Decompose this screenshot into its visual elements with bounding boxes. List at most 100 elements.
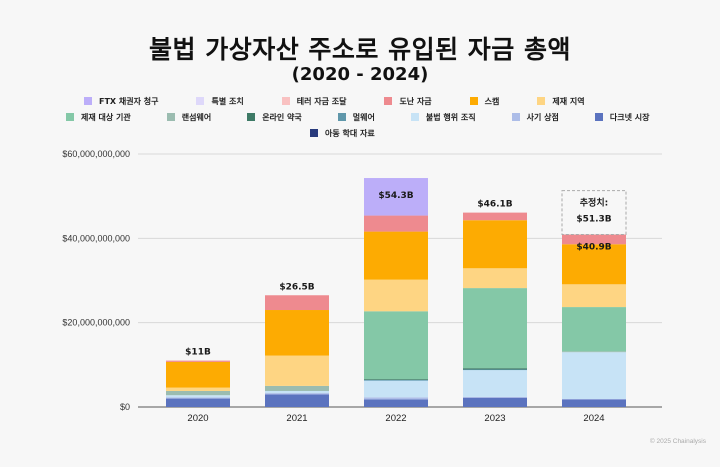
legend-item[interactable]: 온라인 약국 <box>247 110 302 124</box>
y-tick-label: $40,000,000,000 <box>62 233 130 243</box>
bar-segment <box>265 393 329 395</box>
legend-swatch <box>537 97 546 105</box>
bar-segment <box>364 231 428 280</box>
legend-swatch <box>84 97 92 105</box>
bar-segment <box>463 212 527 221</box>
legend-label: FTX 채권자 청구 <box>99 96 159 106</box>
legend-row: 아동 학대 자료 <box>310 126 375 140</box>
bar-segment <box>463 268 527 289</box>
bar-segment <box>364 379 428 381</box>
legend-label: 랜섬웨어 <box>181 112 212 122</box>
legend-swatch <box>66 113 74 121</box>
bar-segment <box>166 397 230 399</box>
legend-item[interactable]: 테러 자금 조달 <box>281 94 347 108</box>
legend-row: 제재 대상 기관 랜섬웨어 온라인 약국 멀웨어 불법 행위 조직 사기 상점 다크넷 시장 <box>66 110 649 124</box>
legend-item[interactable]: 제재 지역 <box>537 94 585 108</box>
legend-item[interactable]: 제재 대상 기관 <box>66 110 131 124</box>
copyright: © 2025 Chainalysis <box>649 438 706 445</box>
legend-swatch <box>594 113 603 121</box>
legend-label: 불법 행위 조직 <box>425 112 476 122</box>
y-tick-label: $0 <box>120 402 130 412</box>
legend-label: 다크넷 시장 <box>609 112 650 122</box>
bar-segment <box>364 380 428 398</box>
estimate-label: 추정치: <box>580 197 608 209</box>
legend-item[interactable]: 다크넷 시장 <box>594 110 650 124</box>
bar-segment <box>463 288 527 369</box>
legend-label: 멀웨어 <box>352 112 375 122</box>
legend-item[interactable]: 특별 조치 <box>196 94 244 108</box>
legend-item[interactable]: 아동 학대 자료 <box>310 126 375 140</box>
bar-segment <box>265 355 329 386</box>
total-label: $26.5B <box>279 282 314 292</box>
legend-swatch <box>281 97 290 105</box>
bar-segment <box>364 380 428 381</box>
legend-label: 제재 지역 <box>552 96 585 106</box>
bar-segment <box>562 398 626 400</box>
legend-label: 제재 대상 기관 <box>81 112 131 122</box>
bar-segment <box>265 310 329 356</box>
legend-label: 도난 자금 <box>399 96 432 106</box>
bar-segment <box>265 394 329 407</box>
bar-segment <box>463 369 527 397</box>
bar-segment <box>364 311 428 380</box>
legend-item[interactable]: 불법 행위 조직 <box>410 110 476 124</box>
bar-segment <box>562 351 626 353</box>
legend-item[interactable]: 도난 자금 <box>384 94 432 108</box>
bar-segment <box>463 369 527 371</box>
legend-swatch <box>166 113 175 121</box>
bar-segment <box>166 360 230 362</box>
legend-item[interactable]: 사기 상점 <box>511 110 559 124</box>
legend-swatch <box>310 129 318 137</box>
legend-swatch <box>469 97 478 105</box>
legend-row: FTX 채권자 청구 특별 조치 테러 자금 조달 도난 자금 스캠 제재 지역 <box>84 94 585 108</box>
bar-segment <box>463 396 527 398</box>
bar-segment <box>265 390 329 394</box>
legend-label: 아동 학대 자료 <box>325 128 375 138</box>
x-tick-label: 2023 <box>484 413 505 424</box>
legend-label: 온라인 약국 <box>262 112 302 122</box>
bar-segment <box>463 368 527 370</box>
legend-swatch <box>196 97 205 105</box>
x-tick-label: 2024 <box>583 413 604 424</box>
total-label: $11B <box>185 348 211 358</box>
legend-item[interactable]: 스캠 <box>469 94 500 108</box>
bar-segment <box>166 390 230 396</box>
legend-item[interactable]: 랜섬웨어 <box>166 110 212 124</box>
x-tick-label: 2022 <box>385 413 406 424</box>
bar-segment <box>166 387 230 391</box>
estimate-value: $51.3B <box>576 215 611 225</box>
total-label: $54.3B <box>378 191 413 201</box>
legend-label: 특별 조치 <box>211 96 244 106</box>
chart-subtitle: (2020 - 2024) <box>291 64 429 85</box>
y-tick-label: $60,000,000,000 <box>62 149 130 159</box>
legend-swatch <box>384 97 393 105</box>
legend-item[interactable]: FTX 채권자 청구 <box>84 94 158 108</box>
total-label: $40.9B <box>576 243 611 253</box>
legend-swatch <box>410 113 419 121</box>
x-tick-label: 2021 <box>286 413 307 424</box>
bar-segment <box>166 398 230 407</box>
bar-segment <box>364 215 428 232</box>
chart-title: 불법 가상자산 주소로 유입된 자금 총액 <box>148 35 572 64</box>
legend-label: 사기 상점 <box>526 112 559 122</box>
bar-segment <box>364 279 428 312</box>
x-tick-label: 2020 <box>187 413 208 424</box>
bar-segment <box>364 397 428 400</box>
bar-segment <box>562 399 626 407</box>
legend-swatch <box>247 113 256 121</box>
bar-segment <box>166 395 230 398</box>
total-label: $46.1B <box>477 200 512 210</box>
legend-label: 테러 자금 조달 <box>296 96 347 106</box>
y-tick-label: $20,000,000,000 <box>62 318 130 328</box>
bar-segment <box>562 307 626 352</box>
bar-segment <box>364 178 428 216</box>
bar-segment <box>562 244 626 285</box>
estimate-box <box>561 190 627 236</box>
legend-label: 스캠 <box>484 96 500 106</box>
bar-segment <box>463 397 527 407</box>
legend-item[interactable]: 멀웨어 <box>337 110 375 124</box>
bar-segment <box>265 295 329 311</box>
bar-segment <box>562 352 626 399</box>
bar-segment <box>265 385 329 391</box>
